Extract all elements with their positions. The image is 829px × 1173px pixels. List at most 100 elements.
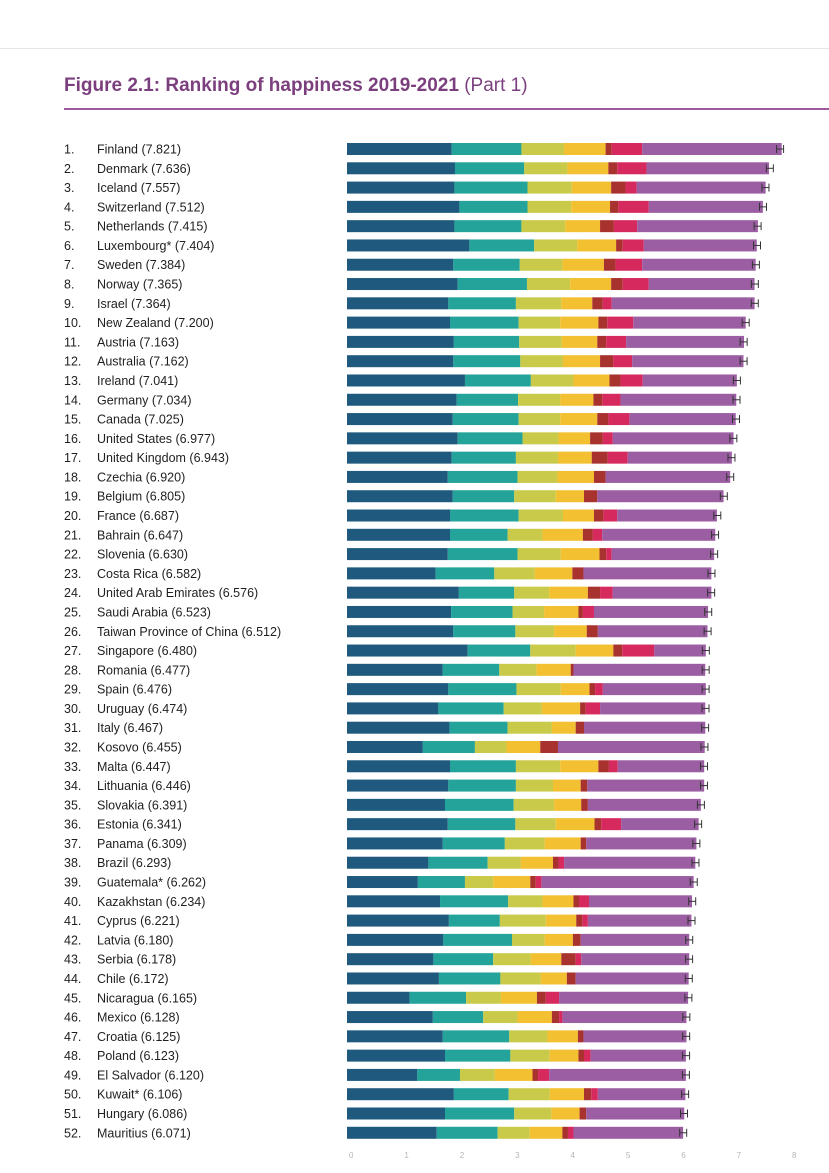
country-label: Canada (7.025) [97, 413, 184, 427]
rank-label: 50. [64, 1088, 81, 1102]
country-label: Denmark (7.636) [97, 162, 191, 176]
country-label: France (6.687) [97, 509, 179, 523]
bar-segment [561, 953, 576, 966]
bar-segment [560, 548, 600, 561]
bar-segment [620, 374, 643, 387]
rank-label: 16. [64, 432, 81, 446]
country-label: Taiwan Province of China (6.512) [97, 625, 281, 639]
bar-segment [510, 1049, 550, 1062]
bar-segment [459, 1068, 495, 1081]
bar-segment [433, 953, 494, 966]
bar-segment [442, 663, 500, 676]
bar-segment [347, 837, 443, 850]
bar-segment [347, 856, 429, 869]
bar-segment [530, 644, 576, 657]
bar-segment [530, 374, 574, 387]
bar-segment [450, 528, 508, 541]
bar-segment [573, 374, 610, 387]
country-label: Switzerland (7.512) [97, 200, 205, 214]
rank-label: 20. [64, 509, 81, 523]
bar-segment [447, 818, 516, 831]
bar-segment [571, 181, 612, 194]
country-label: Brazil (6.293) [97, 856, 171, 870]
rank-label: 11. [64, 335, 80, 349]
bar-segment [409, 991, 467, 1004]
bar-segment [545, 991, 560, 1004]
bar-segment [347, 258, 454, 271]
bar-segment [540, 972, 567, 985]
figure-title-main: Figure 2.1: Ranking of happiness 2019-20… [64, 75, 459, 96]
bar-segment [526, 278, 571, 291]
bar-segment [625, 181, 637, 194]
bar-segment [597, 1088, 686, 1101]
bar-segment [517, 470, 558, 483]
x-tick-label: 6 [681, 1151, 686, 1160]
bar-segment [541, 702, 581, 715]
bar-segment [519, 258, 563, 271]
bar-segment [428, 856, 488, 869]
bar-segment [642, 143, 782, 155]
bar-segment [582, 914, 588, 927]
bar-segment [561, 335, 598, 348]
bar-segment [536, 663, 571, 676]
bar-segment [594, 818, 602, 831]
bar-segment [514, 1107, 552, 1120]
country-label: Czechia (6.920) [97, 470, 185, 484]
bar-segment [449, 721, 508, 734]
bar-segment [591, 451, 608, 464]
rank-label: 21. [64, 528, 81, 542]
rank-label: 25. [64, 605, 81, 619]
bar-segment [347, 818, 448, 831]
bar-segment [347, 355, 454, 368]
bar-segment [559, 1011, 563, 1024]
bar-segment [542, 895, 574, 908]
rank-label: 13. [64, 374, 81, 388]
bar-segment [447, 548, 518, 561]
bar-segment [573, 895, 580, 908]
bar-segment [347, 702, 439, 715]
rank-label: 39. [64, 876, 81, 890]
bar-segment [544, 933, 573, 946]
rank-label: 49. [64, 1068, 81, 1082]
bar-segment [347, 143, 452, 155]
bar-segment [562, 355, 601, 368]
country-label: Luxembourg* (7.404) [97, 239, 214, 253]
bar-segment [608, 760, 618, 773]
bar-segment [587, 779, 705, 792]
rank-label: 28. [64, 663, 81, 677]
bar-segment [467, 644, 531, 657]
bar-segment [600, 702, 706, 715]
bar-segment [600, 586, 613, 599]
bar-segment [347, 278, 458, 291]
rank-label: 15. [64, 413, 81, 427]
bar-segment [457, 432, 523, 445]
bar-segment [542, 528, 583, 541]
bar-segment [515, 625, 555, 638]
bar-segment [579, 1107, 587, 1120]
bar-segment [555, 818, 595, 831]
bar-segment [629, 413, 736, 426]
bar-segment [474, 740, 507, 753]
bar-segment [438, 702, 504, 715]
bar-segment [642, 258, 756, 271]
bar-segment [454, 162, 525, 175]
bar-segment [607, 316, 634, 329]
bar-segment [577, 239, 617, 252]
country-label: Belgium (6.805) [97, 490, 185, 504]
bar-segment [347, 509, 450, 522]
rank-label: 24. [64, 586, 81, 600]
rank-label: 7. [64, 258, 74, 272]
bar-segment [464, 876, 494, 889]
rank-label: 32. [64, 740, 81, 754]
country-label: Ireland (7.041) [97, 374, 178, 388]
bar-segment [535, 876, 542, 889]
x-tick-label: 8 [792, 1151, 797, 1160]
bar-segment [347, 181, 455, 194]
country-label: Kuwait* (6.106) [97, 1088, 182, 1102]
x-tick-label: 0 [349, 1151, 354, 1160]
bar-segment [558, 856, 565, 869]
bar-segment [448, 297, 516, 310]
bar-segment [493, 876, 531, 889]
bar-segment [466, 991, 501, 1004]
bar-segment [584, 721, 706, 734]
